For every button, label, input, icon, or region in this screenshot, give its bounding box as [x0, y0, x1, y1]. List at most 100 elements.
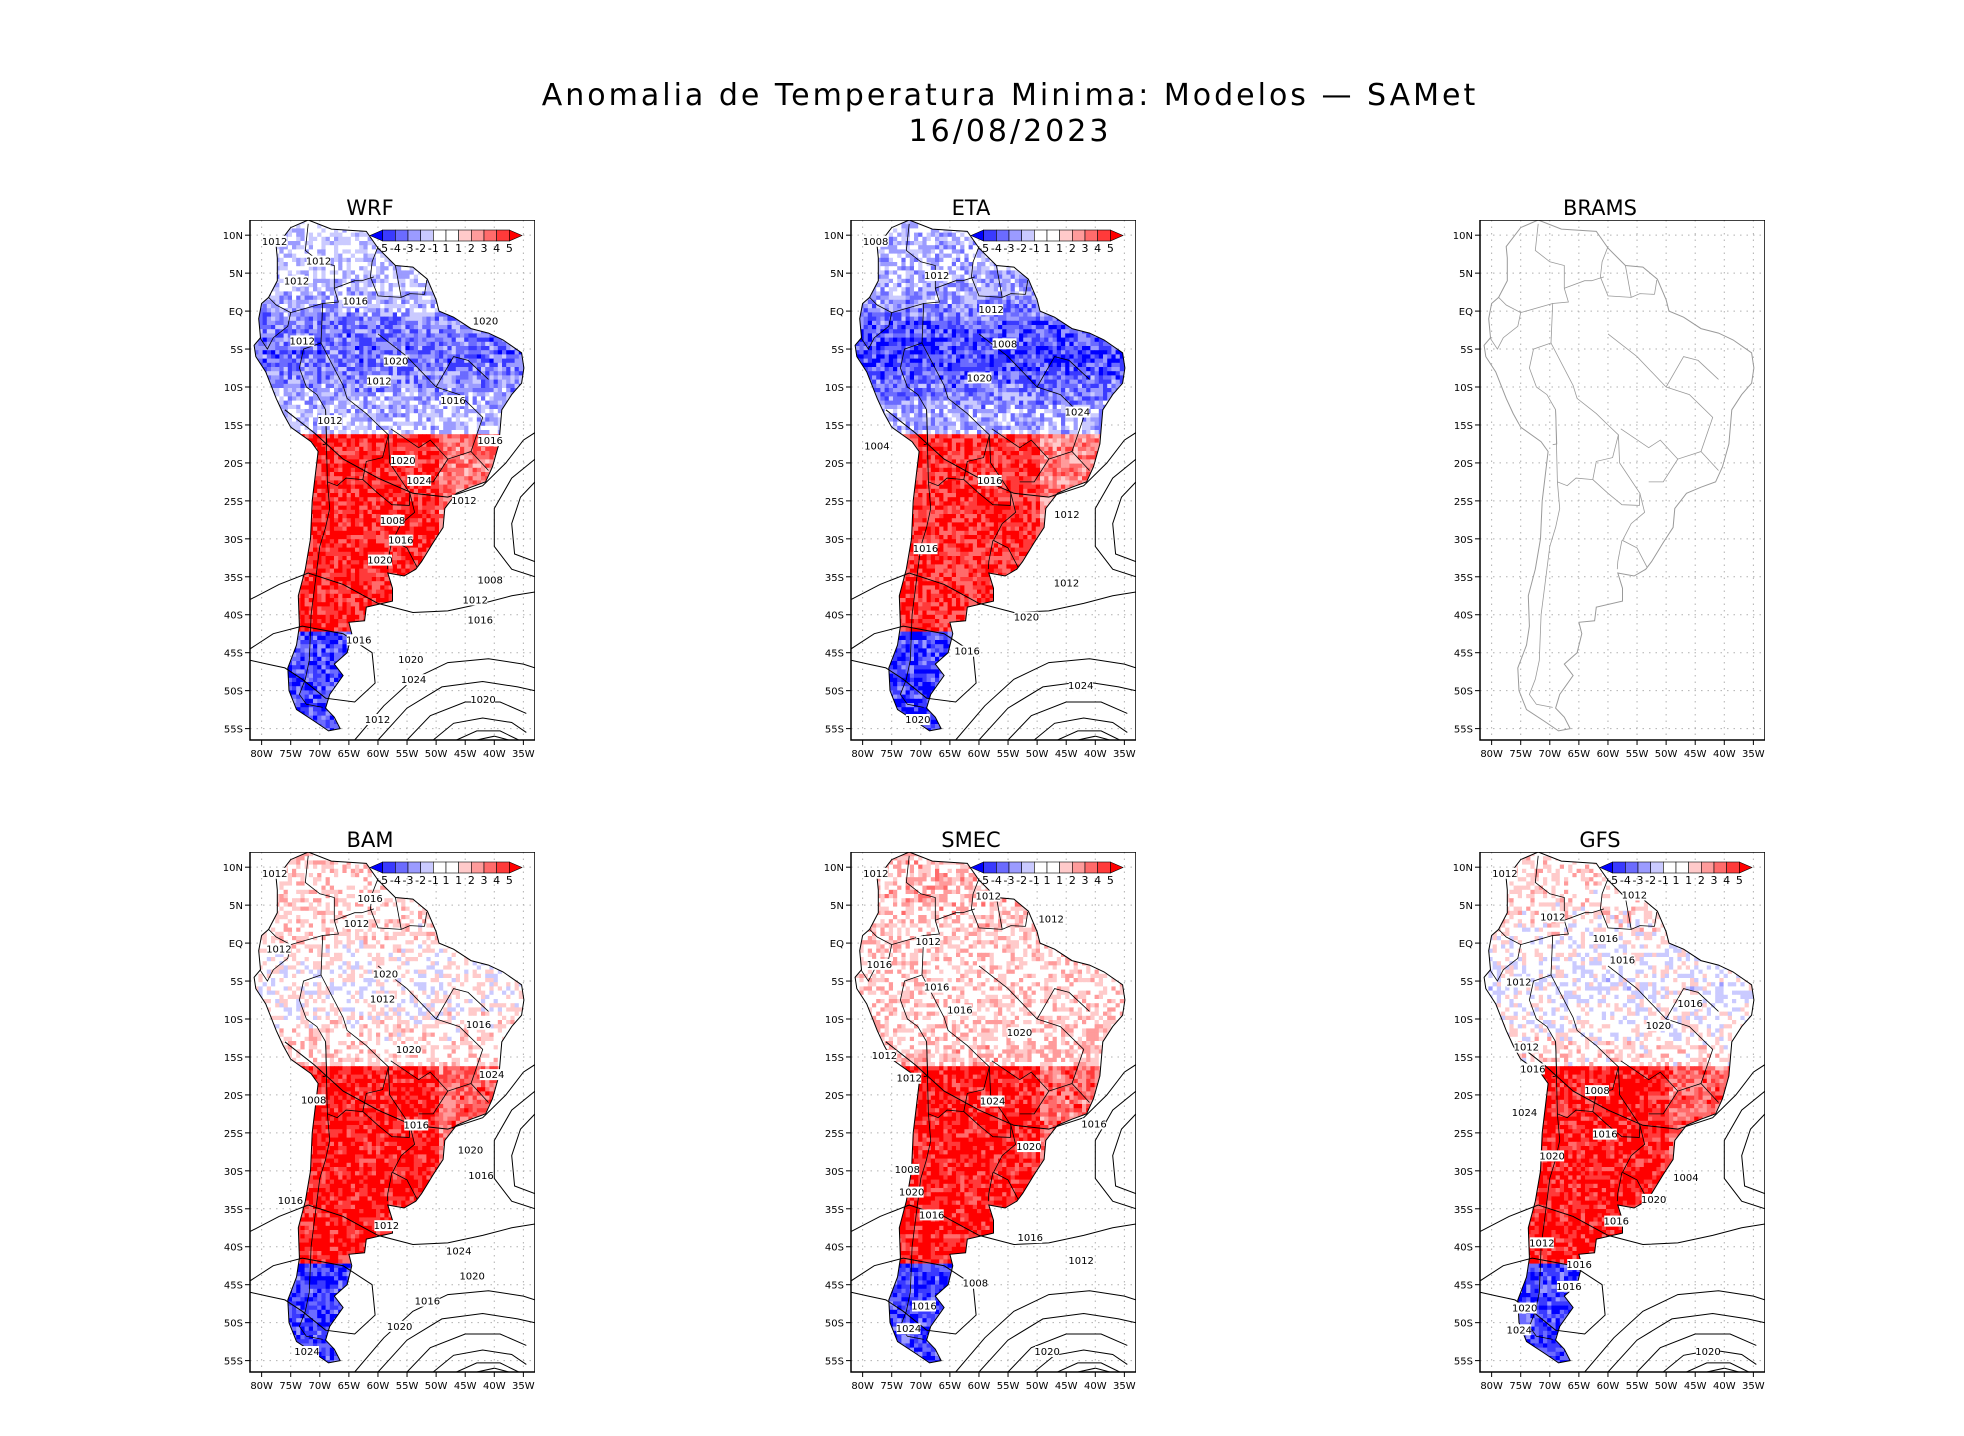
isobar-label: 1016 [278, 1194, 303, 1207]
longitude-tick-label: 70W [308, 1381, 331, 1392]
isobar-label: 1012 [374, 1220, 399, 1232]
isobar-label: 1012 [1506, 976, 1531, 988]
latitude-tick-label: EQ [229, 939, 243, 950]
isobar-label: 1024 [1068, 679, 1093, 692]
longitude-tick-label: 50W [1026, 749, 1049, 760]
isobar-label: 1016 [388, 534, 414, 547]
isobar-label: 1012 [284, 275, 309, 288]
latitude-tick-label: 55S [1454, 1357, 1473, 1368]
colorbar-label: 4 [493, 242, 500, 255]
isobar-label: 1016 [1556, 1280, 1582, 1293]
map-panel-wrf: WRF 1012 1012 1012 1016 1020 1012 1020 1012 1016… [205, 196, 535, 771]
colorbar-label: -5 [978, 874, 989, 887]
isobar-label: 1020 [398, 654, 424, 666]
longitude-tick-label: 60W [968, 749, 991, 760]
colorbar-label: -3 [403, 874, 414, 887]
latitude-tick-label: 40S [1454, 611, 1473, 622]
longitude-tick-label: 35W [512, 749, 535, 760]
isobar-label: 1016 [867, 958, 892, 971]
longitude-tick-label: 60W [367, 1381, 390, 1392]
isobar-label: 1012 [1492, 867, 1518, 880]
colorbar: -5 -4 -3 -2 -1 1 1 2 3 4 5 [1599, 861, 1753, 887]
longitude-tick-label: 80W [250, 1381, 273, 1392]
colorbar-label: -5 [1607, 874, 1618, 887]
colorbar-label: 3 [1711, 874, 1718, 887]
latitude-tick-label: 45S [1454, 649, 1473, 660]
longitude-tick-label: 70W [909, 749, 932, 760]
isobar-label: 1020 [1641, 1193, 1666, 1206]
latitude-tick-label: 55S [224, 725, 243, 736]
latitude-tick-label: 35S [224, 1205, 243, 1216]
map-frame [1479, 852, 1765, 1373]
isobar-label: 1024 [1065, 406, 1090, 419]
colorbar-label: 4 [1723, 874, 1730, 887]
latitude-tick-label: EQ [830, 307, 844, 318]
latitude-tick-label: 50S [1454, 1319, 1473, 1330]
colorbar-label: 5 [506, 874, 513, 887]
colorbar-label: 1 [1044, 242, 1051, 255]
isobar-label: 1012 [344, 918, 369, 930]
latitude-axis: 10N 5N EQ 5S 10S 15S 20S 25S 30S 35S 40S 45S 50S 55S [824, 863, 851, 1368]
temperature-anomaly-field [855, 852, 1125, 1363]
isobar-label: 1016 [911, 1300, 937, 1312]
longitude-tick-label: 65W [1568, 749, 1591, 760]
latitude-tick-label: 35S [224, 573, 243, 584]
isobar-labels: 1012101610121012102010121016102010241008… [262, 867, 504, 1358]
longitude-tick-label: 60W [1597, 1381, 1620, 1392]
longitude-tick-label: 55W [1626, 1381, 1649, 1392]
longitude-tick-label: 55W [997, 749, 1020, 760]
colorbar-label: 1 [443, 874, 450, 887]
latitude-tick-label: 5S [1460, 977, 1473, 988]
isobar-label: 1024 [401, 674, 426, 686]
longitude-axis: 80W 75W 70W 65W 60W 55W 50W 45W 40W 35W [250, 740, 535, 760]
isobar-label: 1020 [390, 454, 416, 467]
colorbar-label: 1 [1056, 874, 1063, 887]
longitude-tick-label: 50W [1026, 1381, 1049, 1392]
longitude-tick-label: 70W [909, 1381, 932, 1392]
isobar-contours [250, 409, 535, 740]
longitude-tick-label: 40W [1084, 749, 1107, 760]
isobar-label: 1020 [1539, 1150, 1565, 1162]
panel-title: BRAMS [1435, 196, 1765, 220]
isobar-label: 1016 [1017, 1232, 1043, 1244]
isobar-label: 1012 [290, 335, 315, 347]
latitude-tick-label: 50S [224, 687, 243, 698]
isobar-label: 1016 [477, 435, 503, 447]
longitude-axis: 80W 75W 70W 65W 60W 55W 50W 45W 40W 35W [1480, 740, 1765, 760]
coastline [253, 852, 525, 1364]
longitude-tick-label: 40W [1713, 1381, 1736, 1392]
longitude-tick-label: 65W [939, 749, 962, 760]
isobar-label: 1008 [963, 1277, 988, 1290]
panel-title: GFS [1435, 828, 1765, 852]
colorbar-label: -5 [377, 242, 388, 255]
isobar-labels: 1012101210121012101610161016102010121012… [863, 867, 1107, 1358]
latitude-tick-label: 15S [1454, 421, 1473, 432]
isobar-label: 1020 [1034, 1346, 1060, 1358]
longitude-tick-label: 45W [1684, 749, 1707, 760]
isobar-label: 1024 [896, 1323, 921, 1335]
isobar-contours [250, 1041, 535, 1372]
longitude-tick-label: 40W [483, 749, 506, 760]
colorbar-label: -4 [991, 242, 1002, 255]
colorbar-label: -5 [377, 874, 388, 887]
latitude-tick-label: 20S [1454, 1091, 1473, 1102]
map-svg: 1012 1012 1012 1016 1020 1012 1020 1012 1016 1012… [223, 220, 535, 760]
isobar-label: 1012 [915, 936, 941, 948]
isobar-label: 1016 [1520, 1063, 1546, 1075]
colorbar-label: 2 [468, 874, 475, 887]
isobar-label: 1020 [905, 714, 931, 726]
isobar-label: 1020 [1646, 1019, 1671, 1032]
longitude-tick-label: 55W [396, 1381, 419, 1392]
map-panel-eta: ETA 1008 1012 1012 1008 1020 1024 1004 1016 1012… [806, 196, 1136, 771]
latitude-tick-label: EQ [1459, 307, 1473, 318]
longitude-tick-label: 55W [396, 749, 419, 760]
colorbar-label: 5 [1736, 874, 1743, 887]
latitude-tick-label: 5N [229, 269, 243, 280]
latitude-tick-label: 10N [223, 863, 243, 874]
isobar-label: 1020 [1695, 1346, 1721, 1358]
colorbar: -5 -4 -3 -2 -1 1 1 2 3 4 5 [369, 861, 523, 887]
panel-title: SMEC [806, 828, 1136, 852]
isobar-label: 1020 [1007, 1027, 1032, 1039]
latitude-axis: 10N 5N EQ 5S 10S 15S 20S 25S 30S 35S 40S 45S 50S 55S [223, 231, 250, 736]
isobar-label: 1012 [365, 714, 390, 726]
